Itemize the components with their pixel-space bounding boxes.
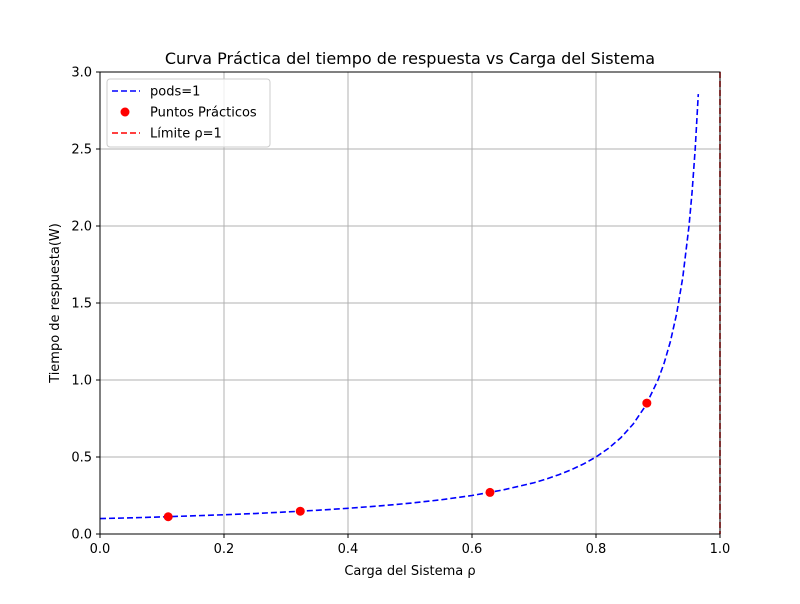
axis-ticks: 0.0 0.2 0.4 0.6 0.8 1.0 0.0 0.5 1.0 1.5 2.0 2.5 3.0 <box>71 66 730 558</box>
legend-label: pods=1 <box>150 85 200 100</box>
practical-point <box>642 398 652 408</box>
legend-entry-points: Puntos Prácticos <box>120 106 257 121</box>
x-tick-label: 0.8 <box>586 542 607 557</box>
y-tick-label: 1.5 <box>71 297 92 312</box>
y-tick-label: 0.5 <box>71 451 92 466</box>
legend-entry-limit: Límite ρ=1 <box>112 127 222 142</box>
y-tick-label: 2.5 <box>71 143 92 158</box>
x-axis-label: Carga del Sistema ρ <box>344 564 475 579</box>
legend: pods=1 Puntos Prácticos Límite ρ=1 <box>106 78 271 148</box>
x-tick-label: 0.4 <box>338 542 359 557</box>
practical-point <box>485 487 495 497</box>
legend-box <box>106 78 271 148</box>
x-tick-label: 0.2 <box>214 542 235 557</box>
y-tick-label: 2.0 <box>71 220 92 235</box>
practical-point <box>163 512 173 522</box>
legend-label: Puntos Prácticos <box>150 106 257 121</box>
y-axis-label: Tiempo de respuesta(W) <box>48 223 63 384</box>
series-line-pods-1 <box>99 93 700 520</box>
x-tick-label: 0.6 <box>462 542 483 557</box>
x-tick-label: 0.0 <box>90 542 111 557</box>
legend-entry-pods: pods=1 <box>112 85 200 100</box>
x-tick-label: 1.0 <box>710 542 731 557</box>
y-tick-label: 3.0 <box>71 66 92 81</box>
y-tick-label: 0.0 <box>71 528 92 543</box>
chart-title: Curva Práctica del tiempo de respuesta v… <box>165 49 655 68</box>
y-tick-label: 1.0 <box>71 374 92 389</box>
legend-marker <box>120 107 130 117</box>
practical-point <box>295 506 305 516</box>
legend-label: Límite ρ=1 <box>150 127 222 142</box>
grid <box>99 71 721 535</box>
